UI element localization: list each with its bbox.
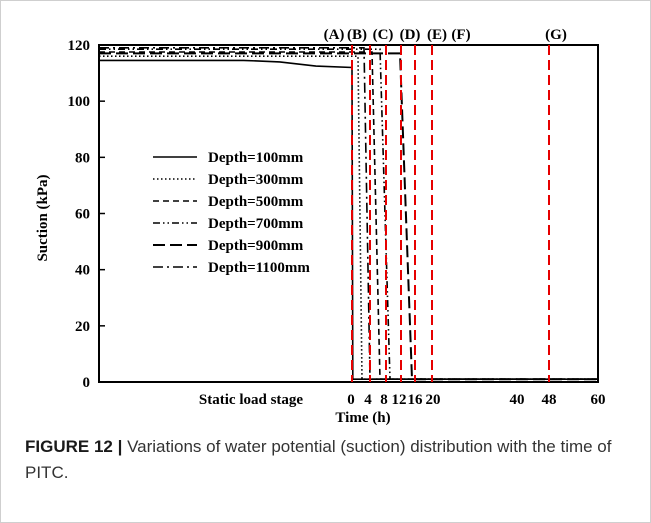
y-tick-label: 100 bbox=[68, 94, 91, 110]
stage-markers: (A) (B) (C) (D) (E) (F) (G) bbox=[324, 27, 567, 382]
stage-marker-label: (B) bbox=[347, 27, 367, 43]
stage-marker-label: (E) bbox=[427, 27, 447, 43]
legend-label: Depth=700mm bbox=[208, 216, 304, 232]
series-line-depth-300mm bbox=[99, 55, 598, 381]
x-tick-label: 16 bbox=[408, 392, 424, 408]
y-tick-label: 20 bbox=[75, 319, 90, 335]
series-layer bbox=[99, 46, 598, 381]
x-tick-label: 60 bbox=[591, 392, 606, 408]
x-tick-label: 0 bbox=[347, 392, 355, 408]
y-tick-label: 0 bbox=[83, 375, 91, 391]
figure-caption-text: Variations of water potential (suction) … bbox=[25, 437, 612, 482]
series-line-depth-700mm bbox=[99, 48, 598, 381]
static-load-stage-label: Static load stage bbox=[199, 392, 304, 408]
stage-marker-label: (A) bbox=[324, 27, 345, 43]
x-tick-label: 40 bbox=[510, 392, 525, 408]
series-line-depth-500mm bbox=[99, 51, 598, 381]
x-tick-label: 8 bbox=[380, 392, 388, 408]
plot-frame bbox=[98, 44, 599, 383]
y-tick-label: 60 bbox=[75, 207, 90, 223]
x-tick-label: 48 bbox=[542, 392, 557, 408]
y-tick-label: 120 bbox=[68, 38, 91, 54]
series-line-depth-900mm bbox=[99, 52, 598, 381]
stage-marker-label: (F) bbox=[451, 27, 470, 43]
x-axis-ticks: 0 4 8 12 16 20 40 48 60 bbox=[347, 392, 605, 408]
x-tick-label: 12 bbox=[392, 392, 407, 408]
legend-label: Depth=300mm bbox=[208, 172, 304, 188]
legend-label: Depth=900mm bbox=[208, 238, 304, 254]
legend-label: Depth=1100mm bbox=[208, 260, 310, 276]
legend-label: Depth=100mm bbox=[208, 150, 304, 166]
figure-caption: FIGURE 12 | Variations of water potentia… bbox=[25, 434, 625, 486]
figure-label: FIGURE 12 | bbox=[25, 437, 123, 456]
x-tick-label: 20 bbox=[426, 392, 441, 408]
stage-marker-label: (D) bbox=[400, 27, 421, 43]
legend-label: Depth=500mm bbox=[208, 194, 304, 210]
y-axis-title: Suction (kPa) bbox=[35, 174, 51, 261]
legend: Depth=100mm Depth=300mm Depth=500mm Depth=7… bbox=[153, 150, 310, 276]
x-axis-title: Time (h) bbox=[335, 410, 390, 426]
series-line-depth-100mm bbox=[99, 59, 598, 381]
series-line-depth-1100mm bbox=[99, 46, 598, 381]
y-tick-label: 80 bbox=[75, 150, 90, 166]
stage-marker-label: (C) bbox=[373, 27, 394, 43]
plot-area bbox=[98, 44, 599, 383]
y-axis-ticks: 0 20 40 60 80 100 120 bbox=[68, 38, 105, 391]
y-tick-label: 40 bbox=[75, 263, 90, 279]
x-tick-label: 4 bbox=[364, 392, 372, 408]
stage-marker-label: (G) bbox=[545, 27, 567, 43]
